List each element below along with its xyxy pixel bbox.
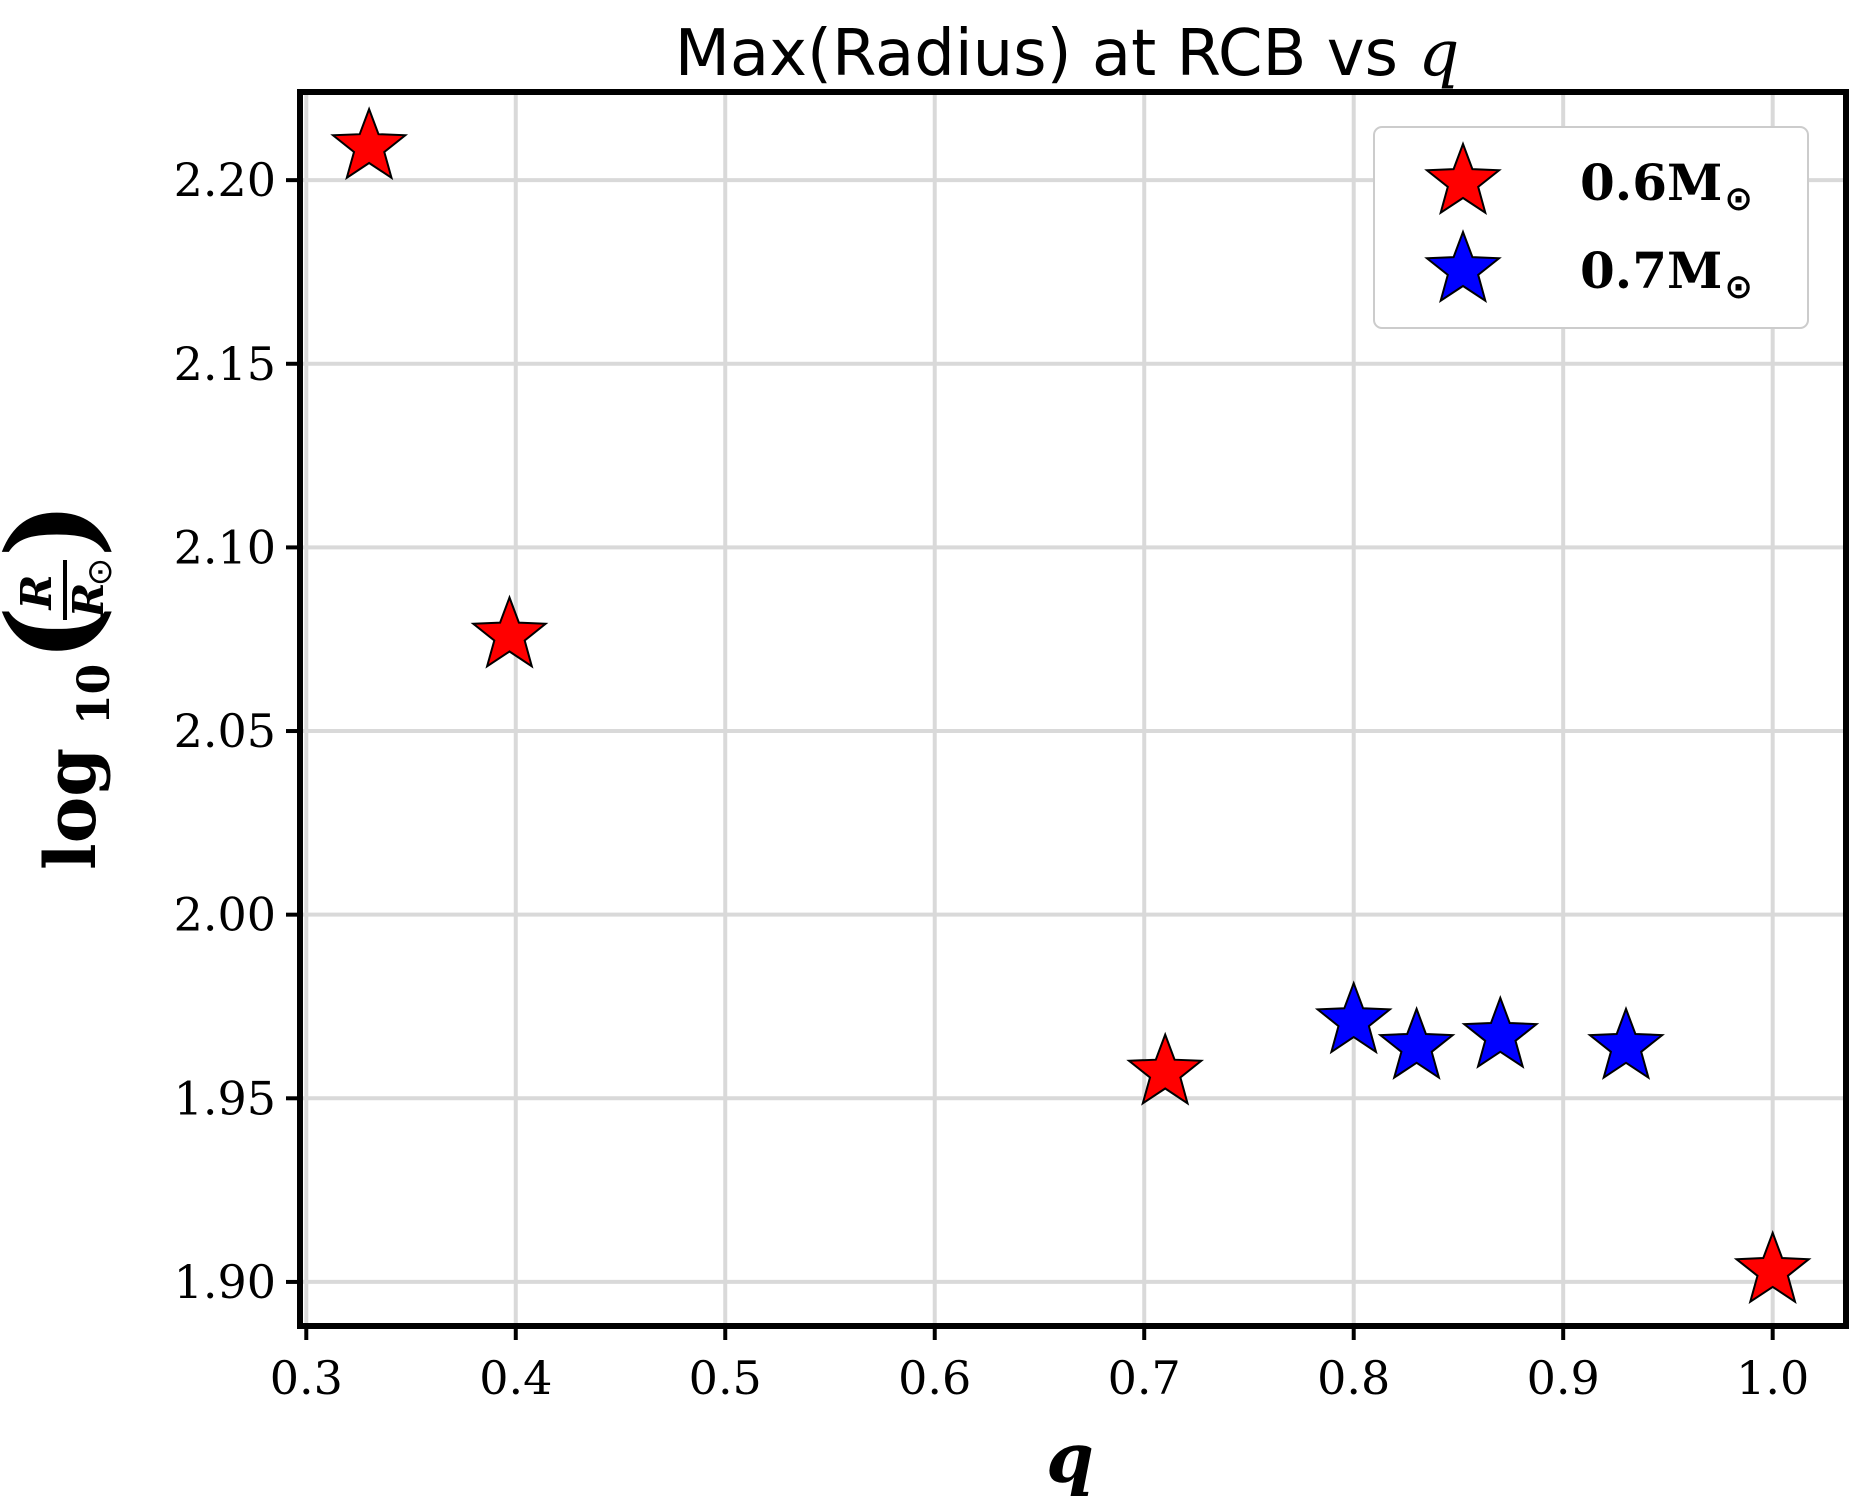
x-tick-label: 0.8 [1317, 1351, 1390, 1405]
y-tick-label: 2.00 [174, 888, 276, 942]
y-tick-label: 2.15 [174, 337, 276, 391]
y-axis-label-right-paren: ) [0, 501, 122, 558]
y-axis-label-sun-symbol: ⊙ [80, 558, 120, 587]
data-point-series-2 [1314, 980, 1393, 1055]
y-axis-label-numerator: R [12, 575, 61, 611]
data-point-series-1 [330, 106, 409, 181]
data-point-series-1 [470, 594, 549, 669]
legend-items: 0.6M⊙0.7M⊙ [1424, 141, 1753, 307]
grid-lines [300, 92, 1846, 1326]
x-axis-label: q [1046, 1419, 1094, 1499]
legend: 0.6M⊙0.7M⊙ [1373, 126, 1809, 329]
data-point-series-1 [1126, 1031, 1205, 1106]
y-tick-label: 2.05 [174, 704, 276, 758]
chart-title: Max(Radius) at RCB vs q [675, 17, 1460, 91]
data-point-series-1 [1733, 1230, 1812, 1305]
axis-ticks: 0.3 0.4 0.5 0.6 0.7 0.8 0.9 1.0 1.90 1.95 2.00 2.05… [174, 153, 1810, 1405]
y-tick-label: 2.20 [174, 153, 276, 207]
legend-marker-series-2 [1424, 229, 1502, 303]
legend-label-sun-symbol: ⊙ [1724, 267, 1753, 307]
y-tick-label: 1.90 [174, 1255, 276, 1309]
x-tick-label: 0.6 [898, 1351, 971, 1405]
y-axis-label: log 10 ( R R ⊙ ) [0, 501, 122, 870]
x-tick-label: 0.3 [270, 1351, 343, 1405]
legend-marker-series-1 [1424, 141, 1502, 215]
y-axis-label-left-paren: ( [0, 605, 122, 662]
x-tick-label: 0.9 [1527, 1351, 1600, 1405]
x-tick-label: 0.4 [479, 1351, 552, 1405]
y-axis-label-denominator: R [64, 583, 113, 619]
data-point-series-2 [1377, 1006, 1456, 1080]
x-tick-label: 1.0 [1736, 1351, 1809, 1405]
y-axis-label-subscript: 10 [69, 664, 120, 725]
data-point-series-2 [1587, 1006, 1665, 1080]
y-tick-label: 1.95 [174, 1071, 276, 1125]
y-tick-label: 2.10 [174, 520, 276, 574]
data-point-series-2 [1461, 995, 1540, 1069]
y-axis-label-prefix: log [29, 748, 112, 870]
x-tick-label: 0.7 [1108, 1351, 1181, 1405]
plot-frame [297, 89, 1849, 1329]
x-tick-label: 0.5 [689, 1351, 762, 1405]
legend-label-sun-symbol: ⊙ [1724, 179, 1753, 219]
data-points [330, 106, 1812, 1305]
